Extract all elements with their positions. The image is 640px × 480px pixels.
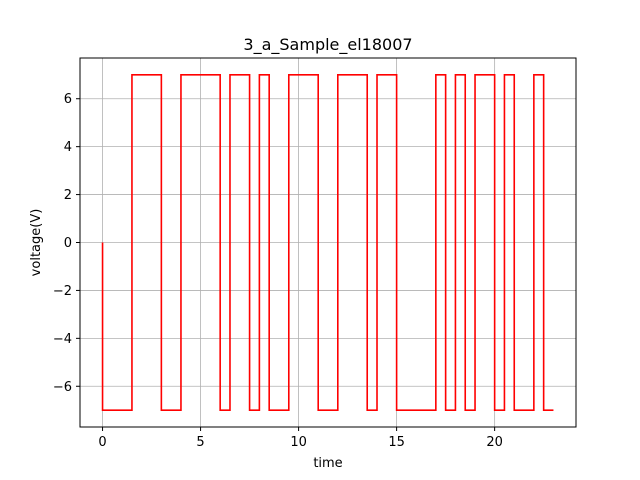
y-tick-label: −4 <box>53 332 72 347</box>
y-tick-label: 0 <box>64 236 72 251</box>
y-tick-label: 4 <box>64 140 72 155</box>
x-tick-label: 0 <box>98 435 106 450</box>
y-tick-label: 2 <box>64 188 72 203</box>
y-tick-label: −6 <box>53 380 72 395</box>
series-layer <box>101 73 554 412</box>
x-tick-label: 5 <box>196 435 204 450</box>
x-tick-label: 15 <box>388 435 405 450</box>
y-tick-label: −2 <box>53 284 72 299</box>
y-axis-label: voltage(V) <box>29 209 44 277</box>
y-tick-label: 6 <box>64 92 72 107</box>
chart-title: 3_a_Sample_el18007 <box>243 35 412 55</box>
x-tick-label: 10 <box>290 435 307 450</box>
grid-lines <box>80 58 576 427</box>
x-tick-label: 20 <box>486 435 503 450</box>
series-line-signal <box>101 73 554 412</box>
x-axis-label: time <box>313 456 342 471</box>
